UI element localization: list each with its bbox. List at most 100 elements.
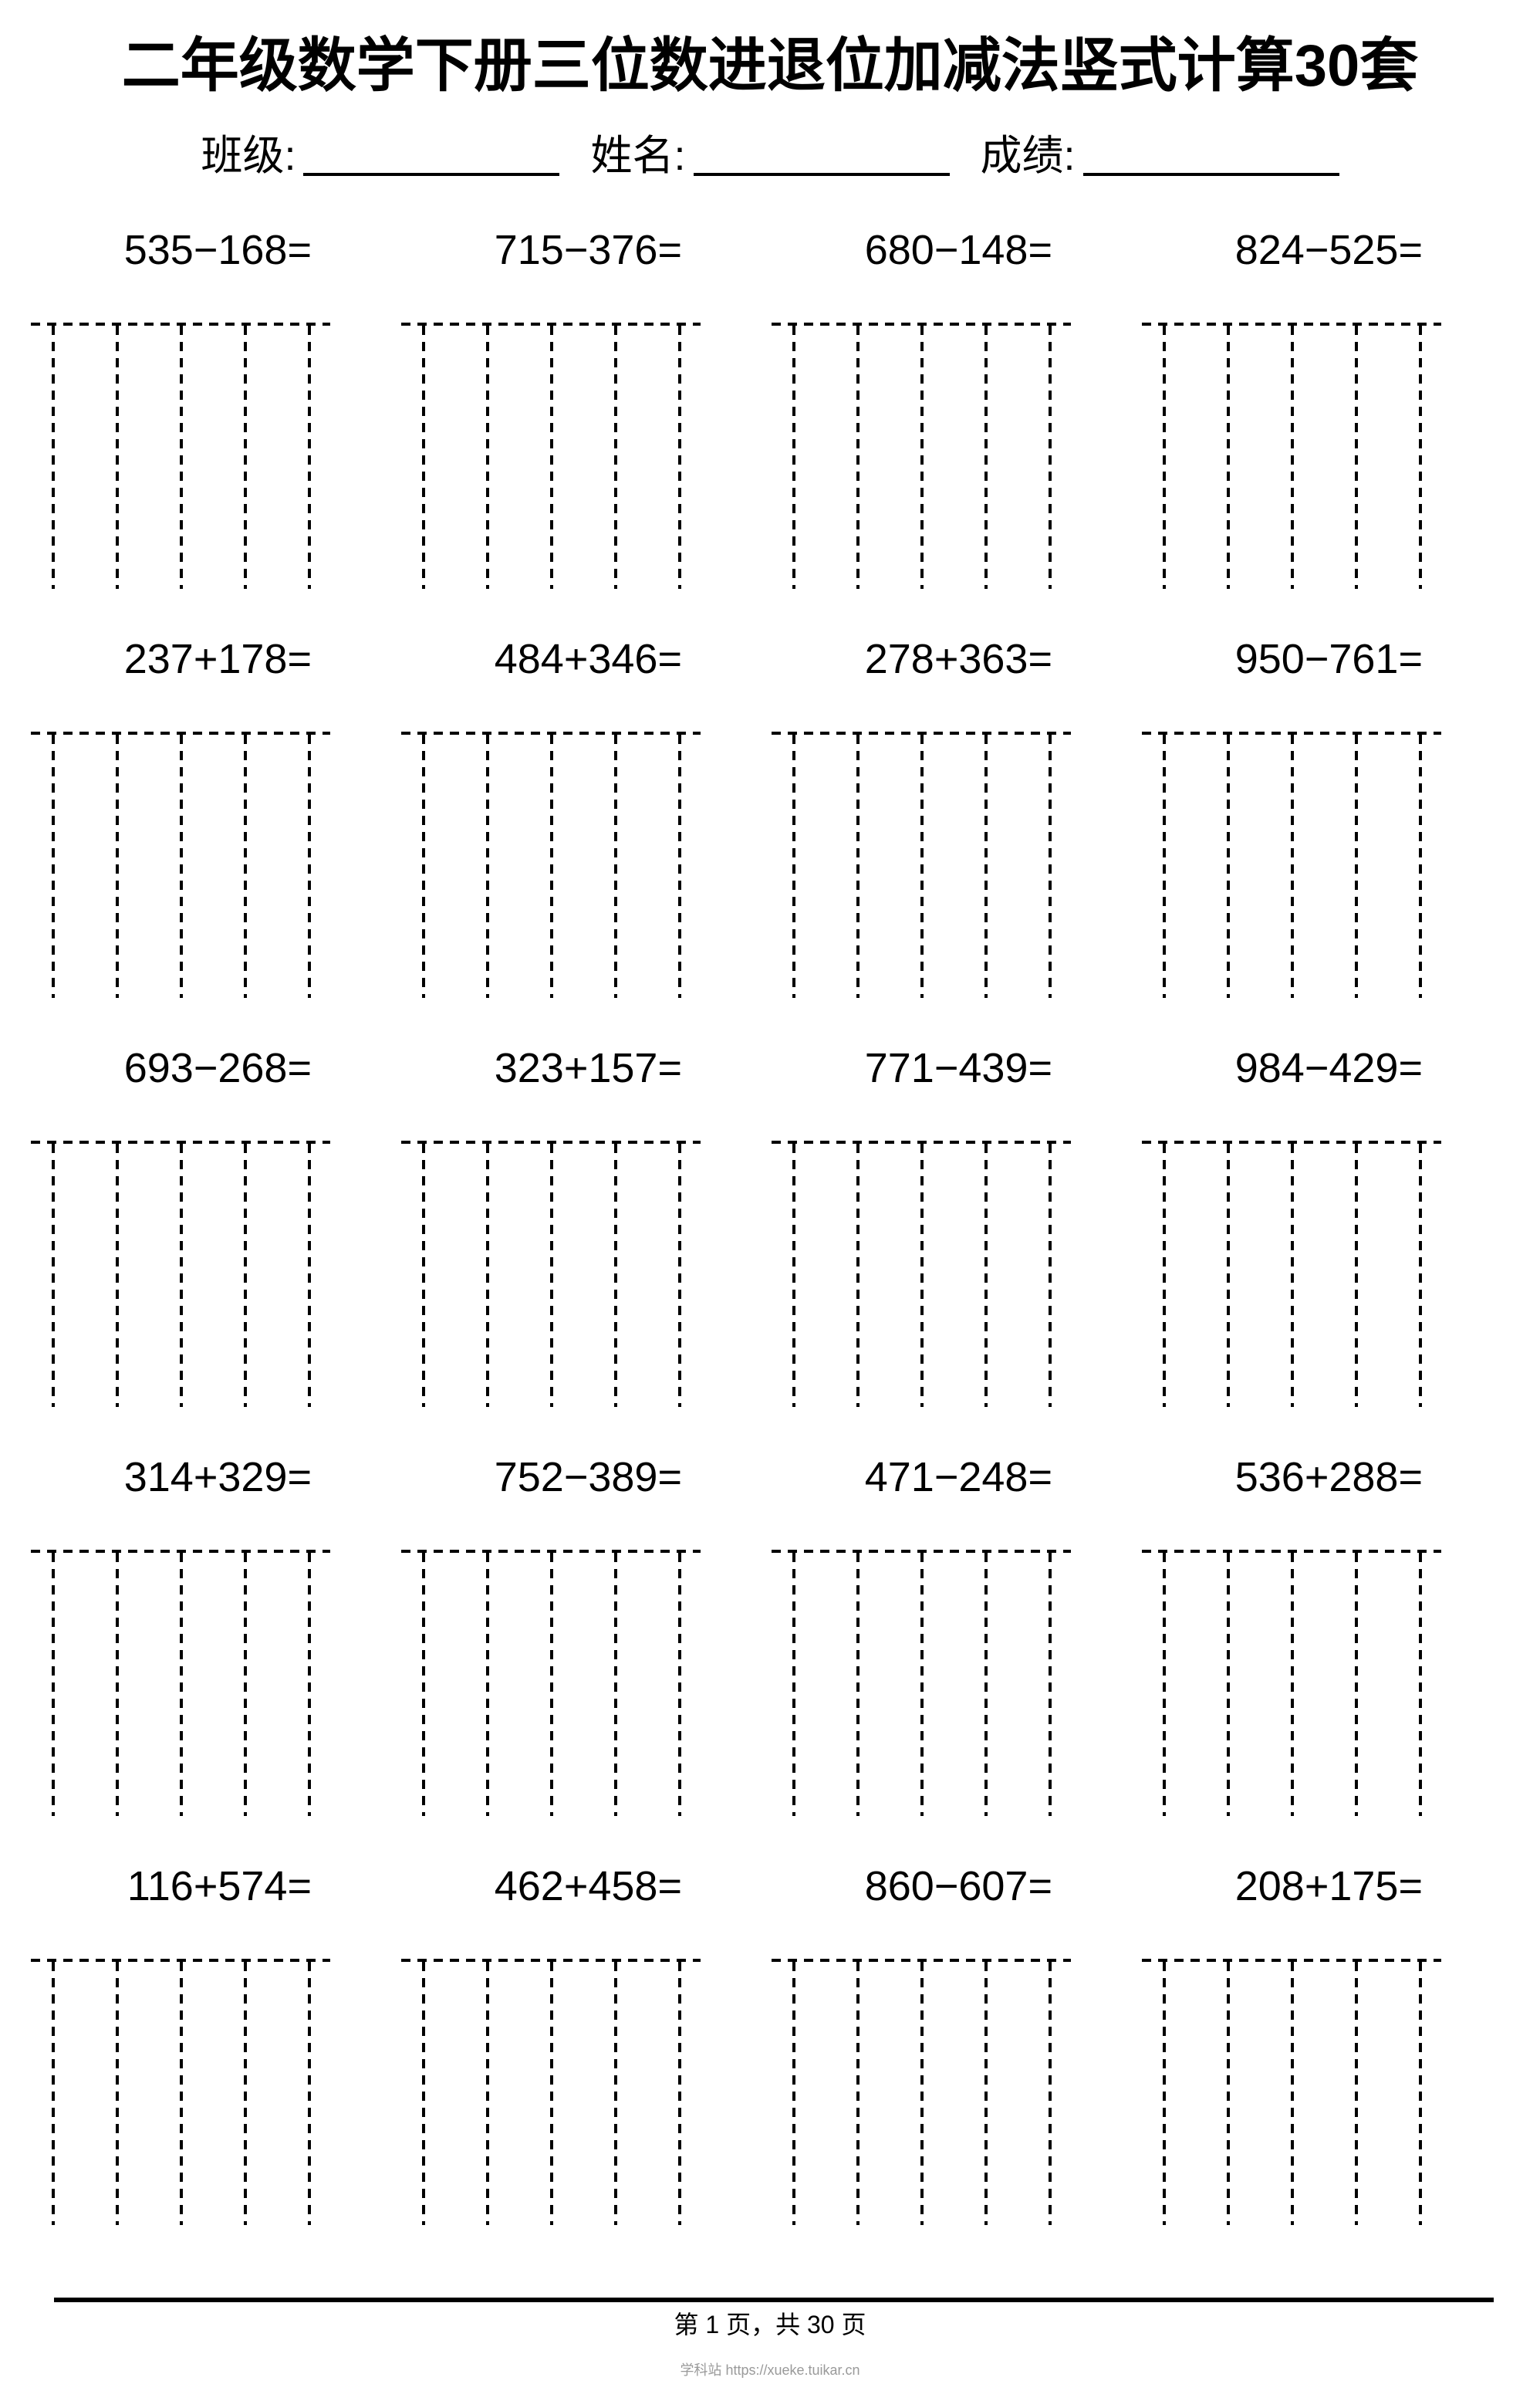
grid-column-divider (1049, 1553, 1052, 1816)
grid-column-divider (244, 1144, 247, 1407)
grid-top-border (401, 323, 701, 326)
grid-column-divider (678, 1553, 681, 1816)
grid-column-divider (792, 1553, 795, 1816)
grid-column-divider (678, 326, 681, 589)
grid-column-divider (1355, 326, 1358, 589)
vertical-calc-grid (1142, 323, 1441, 589)
grid-top-border (1142, 1959, 1441, 1962)
grid-column-divider (1227, 1144, 1230, 1407)
grid-column-divider (244, 1553, 247, 1816)
problem-expression: 116+574= (127, 1863, 312, 1909)
grid-top-border (1142, 732, 1441, 735)
worksheet-title: 二年级数学下册三位数进退位加减法竖式计算30套 (121, 33, 1419, 99)
grid-column-divider (856, 1553, 859, 1816)
grid-column-divider (1355, 1144, 1358, 1407)
grid-top-border (401, 1959, 701, 1962)
grid-column-divider (678, 1144, 681, 1407)
grid-column-divider (856, 735, 859, 998)
grid-column-divider (52, 1144, 55, 1407)
grid-column-divider (614, 1962, 617, 2225)
answer-grid-row (31, 1550, 1540, 1816)
grid-column-divider (244, 326, 247, 589)
vertical-calc-grid (401, 732, 701, 998)
grid-column-divider (550, 735, 553, 998)
grid-column-divider (116, 735, 119, 998)
grid-column-divider (1049, 1962, 1052, 2225)
grid-column-divider (1419, 1144, 1422, 1407)
answer-grid-row (31, 1141, 1540, 1407)
grid-column-divider (920, 1144, 924, 1407)
answer-grid-row (31, 1959, 1540, 2225)
grid-top-border (401, 1550, 701, 1553)
grid-column-divider (486, 1553, 489, 1816)
problem-expression: 771−439= (864, 1045, 1052, 1091)
grid-column-divider (1163, 326, 1166, 589)
vertical-calc-grid (772, 1141, 1071, 1407)
grid-column-divider (1291, 1962, 1294, 2225)
grid-top-border (31, 732, 330, 735)
grid-column-divider (1163, 1553, 1166, 1816)
grid-column-divider (614, 735, 617, 998)
worksheet-section: 237+178= 484+346= 278+363= 950−761= (0, 631, 1540, 998)
grid-top-border (31, 1141, 330, 1144)
grid-column-divider (116, 326, 119, 589)
grid-column-divider (422, 735, 425, 998)
name-label: 姓名: (590, 133, 686, 179)
grid-column-divider (678, 735, 681, 998)
grid-column-divider (792, 735, 795, 998)
answer-grid-row (31, 323, 1540, 589)
class-label: 班级: (201, 133, 296, 179)
grid-column-divider (180, 1962, 183, 2225)
name-blank-line (693, 173, 950, 176)
vertical-calc-grid (401, 1141, 701, 1407)
grid-column-divider (984, 1962, 988, 2225)
grid-column-divider (1049, 735, 1052, 998)
grid-column-divider (52, 735, 55, 998)
grid-column-divider (1049, 326, 1052, 589)
grid-column-divider (984, 326, 988, 589)
problem-row: 535−168= 715−376= 680−148= 824−525= (31, 222, 1540, 278)
grid-column-divider (550, 326, 553, 589)
grid-column-divider (52, 1962, 55, 2225)
grid-top-border (31, 1959, 330, 1962)
grid-column-divider (920, 735, 924, 998)
problem-expression: 984−429= (1234, 1045, 1423, 1091)
grid-column-divider (792, 1962, 795, 2225)
watermark-text: 学科站 https://xueke.tuikar.cn (680, 2362, 860, 2378)
grid-column-divider (308, 326, 311, 589)
grid-column-divider (422, 1144, 425, 1407)
problem-expression: 484+346= (494, 636, 682, 682)
grid-column-divider (116, 1144, 119, 1407)
vertical-calc-grid (401, 1959, 701, 2225)
grid-column-divider (422, 326, 425, 589)
problem-expression: 752−389= (494, 1454, 682, 1500)
grid-column-divider (308, 1962, 311, 2225)
grid-column-divider (1227, 1962, 1230, 2225)
grid-column-divider (1419, 1962, 1422, 2225)
grid-column-divider (1163, 735, 1166, 998)
problem-expression: 471−248= (864, 1454, 1052, 1500)
grid-column-divider (1291, 735, 1294, 998)
problem-expression: 535−168= (123, 227, 312, 273)
problem-expression: 693−268= (123, 1045, 312, 1091)
grid-column-divider (244, 735, 247, 998)
grid-column-divider (308, 735, 311, 998)
grid-column-divider (116, 1553, 119, 1816)
grid-column-divider (856, 1962, 859, 2225)
grid-column-divider (1227, 1553, 1230, 1816)
grid-column-divider (180, 326, 183, 589)
grid-column-divider (422, 1962, 425, 2225)
grid-column-divider (486, 1962, 489, 2225)
grid-top-border (31, 1550, 330, 1553)
grid-top-border (1142, 1141, 1441, 1144)
grid-top-border (772, 323, 1071, 326)
grid-column-divider (308, 1144, 311, 1407)
class-blank-line (303, 173, 560, 176)
grid-column-divider (984, 1144, 988, 1407)
worksheet-section: 535−168= 715−376= 680−148= 824−525= (0, 222, 1540, 589)
problem-expression: 824−525= (1234, 227, 1423, 273)
grid-top-border (772, 1550, 1071, 1553)
grid-top-border (1142, 323, 1441, 326)
grid-column-divider (422, 1553, 425, 1816)
grid-column-divider (856, 1144, 859, 1407)
